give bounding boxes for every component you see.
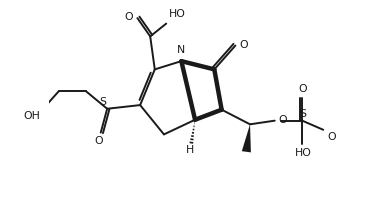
Text: S: S	[299, 109, 306, 119]
Text: S: S	[99, 97, 106, 107]
Text: OH: OH	[24, 111, 40, 121]
Text: O: O	[94, 136, 103, 146]
Text: O: O	[125, 12, 133, 22]
Text: HO: HO	[295, 148, 312, 158]
Text: O: O	[298, 84, 307, 94]
Text: N: N	[177, 45, 186, 55]
Text: O: O	[279, 115, 288, 125]
Polygon shape	[242, 124, 251, 152]
Text: HO: HO	[168, 9, 186, 19]
Text: H: H	[186, 145, 194, 155]
Text: O: O	[240, 40, 248, 50]
Text: O: O	[327, 132, 336, 142]
